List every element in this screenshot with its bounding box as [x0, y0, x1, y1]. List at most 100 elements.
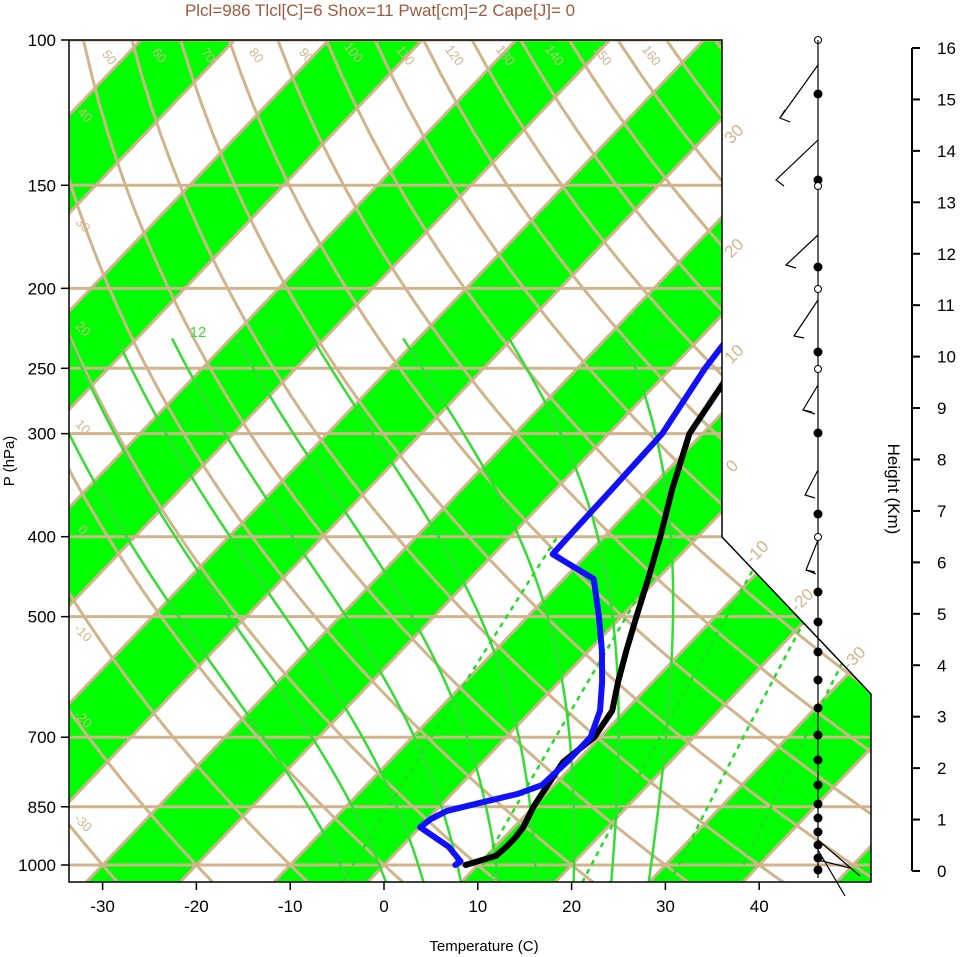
wind-level-dot: [813, 509, 823, 519]
dry-adiabat: [373, 40, 871, 882]
x-tick-label: -30: [90, 897, 115, 916]
x-axis-label: Temperature (C): [429, 938, 538, 955]
moist-adiabat: [235, 337, 500, 882]
x-tick-label: 40: [750, 897, 769, 916]
dry-adiabat: [69, 40, 310, 882]
height-tick-label: 4: [937, 656, 946, 675]
wind-barb: [802, 384, 819, 415]
p-tick-label: 300: [28, 425, 56, 444]
p-tick-label: 200: [28, 279, 56, 298]
moist-adiabat-label: 32: [650, 324, 667, 341]
axes: -30 -20 -10 0 10 20 30 401001502002503004005007…: [18, 31, 956, 916]
p-tick-label: 500: [28, 608, 56, 627]
moist-adiabat-label: 12: [190, 324, 207, 341]
mixing-ratio-line: [581, 536, 773, 882]
wind-level-dot: [813, 865, 823, 875]
wind-level-dot: [813, 647, 823, 657]
dry-adiabat: [227, 40, 871, 882]
wind-barb: [793, 299, 819, 339]
dry-adiabat-label: 80: [246, 45, 267, 66]
isotherm-label: -10: [71, 621, 95, 645]
height-tick-label: 5: [937, 605, 946, 624]
wind-level-dot: [813, 780, 823, 790]
wind-barb: [779, 64, 819, 123]
wind-level-dot: [813, 675, 823, 685]
isotherm-label: 10: [721, 341, 748, 368]
p-tick-label: 250: [28, 359, 56, 378]
moist-adiabat: [69, 337, 388, 882]
wind-level-dot: [813, 175, 823, 185]
mixing-ratio-label: 17: [544, 868, 558, 883]
wind-level-dot: [813, 827, 823, 837]
moist-adiabat-label: 16: [262, 324, 279, 341]
isotherm-line: [648, 40, 871, 882]
wind-level-dot: [813, 89, 823, 99]
wind-level-dot: [813, 703, 823, 713]
wind-barb: [784, 234, 819, 269]
height-tick-label: 7: [937, 502, 946, 521]
temperature-band: [69, 40, 423, 882]
moist-adiabat: [115, 337, 425, 882]
dry-adiabat: [130, 40, 785, 882]
plot-frame: [68, 39, 872, 883]
wind-marker: [814, 36, 822, 44]
height-tick-label: 11: [937, 296, 955, 315]
height-tick-label: 0: [937, 862, 946, 881]
height-tick-label: 10: [937, 348, 956, 367]
isotherm-line: [69, 40, 518, 882]
p-tick-label: 850: [28, 798, 56, 817]
height-tick-label: 14: [937, 142, 956, 161]
wind-barb: [804, 469, 819, 499]
temperature-profile: [462, 71, 871, 868]
wind-level-dot: [813, 799, 823, 809]
height-tick-label: 16: [937, 39, 956, 58]
moist-adiabat: [69, 337, 350, 882]
wind-level-dot: [813, 730, 823, 740]
x-tick-label: -20: [184, 897, 209, 916]
p-tick-label: 700: [28, 728, 56, 747]
wind-barb: [817, 839, 861, 897]
mixing-ratio-line: [733, 536, 871, 882]
dry-adiabat-label: 160: [639, 42, 664, 68]
x-tick-label: 0: [379, 897, 388, 916]
wind-level-open: [814, 533, 822, 541]
p-tick-label: 150: [28, 176, 56, 195]
chart-title: Plcl=986 Tlcl[C]=6 Shox=11 Pwat[cm]=2 Ca…: [185, 1, 575, 20]
y-axis-label: P (hPa): [1, 436, 18, 487]
dry-adiabat: [324, 40, 871, 882]
x-tick-label: 20: [562, 897, 581, 916]
p-tick-label: 1000: [18, 856, 56, 875]
height-tick-label: 15: [937, 90, 956, 109]
mixing-ratio-line: [471, 536, 676, 882]
wind-profile: [775, 36, 861, 897]
wind-level-open: [814, 285, 822, 293]
dry-adiabat: [276, 40, 871, 882]
wind-level-open: [814, 182, 822, 190]
moist-adiabat: [507, 337, 620, 882]
isotherm-line: [554, 40, 871, 882]
moist-adiabat: [402, 337, 576, 882]
mixing-ratio-label: 8: [490, 868, 497, 883]
dry-adiabat: [422, 40, 871, 882]
wind-level-dot: [813, 262, 823, 272]
p-tick-label: 100: [28, 31, 56, 50]
mixing-ratio-label: 3: [360, 868, 367, 883]
isotherm-label: 0: [722, 456, 742, 476]
height-tick-label: 9: [937, 399, 946, 418]
height-tick-label: 8: [937, 451, 946, 470]
x-tick-label: -10: [278, 897, 303, 916]
wind-level-dot: [813, 755, 823, 765]
wind-barb: [775, 139, 819, 187]
height-tick-label: 3: [937, 708, 946, 727]
isotherm-line: [69, 40, 705, 882]
wind-level-dot: [813, 587, 823, 597]
isotherm-line: [69, 40, 611, 882]
wind-level-dot: [813, 617, 823, 627]
height-tick-label: 13: [937, 193, 956, 212]
moist-adiabat: [170, 337, 463, 882]
isotherm-line: [69, 40, 799, 882]
right-axis-label: Height (Km): [884, 444, 903, 535]
isotherm-line: [69, 40, 236, 882]
height-tick-label: 6: [937, 553, 946, 572]
dry-adiabat: [69, 40, 215, 882]
